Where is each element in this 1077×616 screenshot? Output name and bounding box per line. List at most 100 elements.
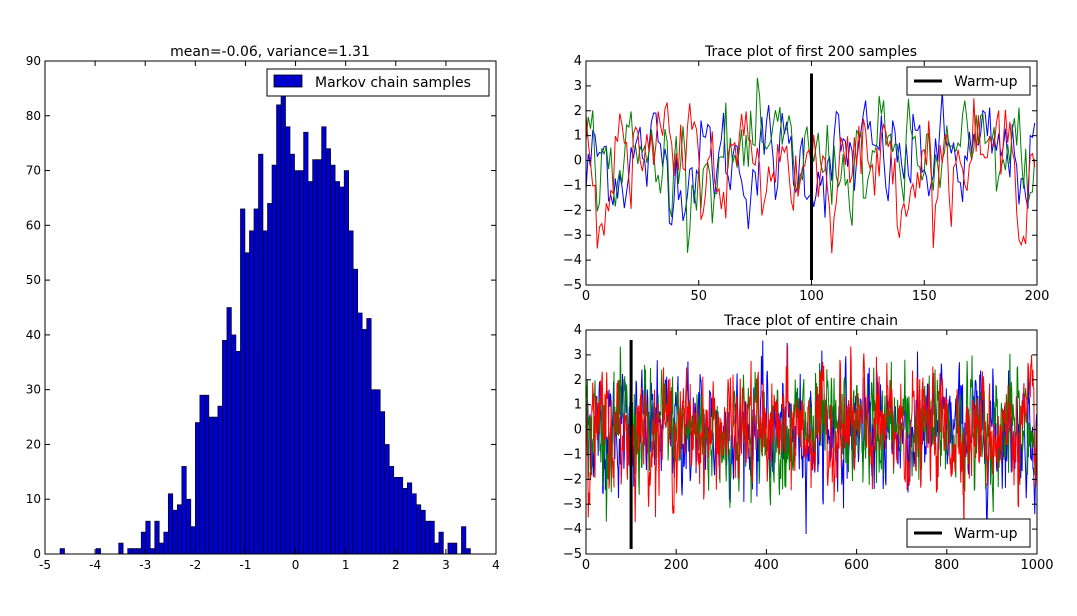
histogram-bar	[258, 153, 264, 555]
histogram-bar	[416, 504, 422, 555]
x-tick-label: -4	[89, 558, 101, 572]
y-tick-label: 1	[574, 129, 582, 144]
histogram-bar	[95, 548, 101, 555]
y-tick-label: 10	[26, 492, 41, 506]
histogram-bar	[163, 531, 169, 555]
histogram-title: mean=-0.06, variance=1.31	[170, 44, 370, 60]
histogram-bar	[118, 542, 124, 555]
trace-entire-chain-panel: Trace plot of entire chain 0 200 400 600 800…	[563, 313, 1054, 573]
histogram-bar	[343, 170, 349, 555]
histogram-panel: mean=-0.06, variance=1.31 -5 -4 -3 -2 -1 0 1 2 3…	[26, 44, 500, 572]
x-tick-label: 150	[912, 289, 937, 304]
x-tick-label: 600	[844, 558, 869, 573]
histogram-legend: Markov chain samples	[266, 68, 490, 97]
histogram-legend-swatch	[273, 74, 303, 88]
histogram-bar	[321, 126, 327, 555]
y-tick-label: 0	[33, 547, 41, 561]
histogram-bar	[158, 542, 165, 555]
histogram-bar	[59, 548, 65, 555]
x-tick-label: 0	[292, 558, 300, 572]
x-tick-label: 3	[442, 558, 450, 572]
histogram-bar	[217, 405, 223, 555]
y-tick-label: −4	[563, 253, 582, 268]
histogram-frame	[44, 60, 497, 555]
x-tick-label: 0	[582, 558, 590, 573]
x-tick-label: 50	[690, 289, 707, 304]
x-tick-label: -2	[189, 558, 201, 572]
y-tick-label: 30	[26, 383, 41, 397]
histogram-bar	[361, 329, 368, 555]
trace-first-200-frame	[585, 60, 1038, 286]
histogram-bar	[127, 548, 133, 555]
y-tick-label: −1	[563, 447, 582, 462]
histogram-bar	[366, 318, 372, 555]
histogram-bar	[204, 394, 210, 555]
x-tick-label: 400	[754, 558, 779, 573]
histogram-bar	[316, 159, 322, 555]
histogram-bar	[452, 542, 458, 555]
histogram-bar	[334, 181, 340, 555]
y-tick-label: −5	[563, 278, 582, 293]
y-tick-label: 2	[574, 104, 582, 119]
histogram-bar	[352, 268, 358, 555]
histogram-bar	[425, 520, 431, 555]
histogram-bar	[154, 520, 160, 555]
histogram-bar	[195, 422, 201, 555]
x-tick-label: -1	[239, 558, 251, 572]
y-tick-label: 70	[26, 164, 41, 178]
histogram-bar	[145, 520, 151, 555]
y-tick-label: 3	[574, 79, 582, 94]
x-tick-label: 200	[1025, 289, 1050, 304]
y-tick-label: −2	[563, 203, 582, 218]
histogram-bars	[59, 93, 471, 555]
histogram-bar	[379, 411, 386, 555]
histogram-bar	[235, 351, 241, 555]
histogram-bar	[438, 531, 444, 555]
trace-first-200-title: Trace plot of first 200 samples	[704, 44, 917, 60]
x-tick-label: 100	[799, 289, 824, 304]
histogram-bar	[393, 477, 399, 555]
y-tick-label: 60	[26, 218, 41, 232]
histogram-bar	[420, 509, 426, 555]
y-tick-label: 4	[574, 323, 582, 338]
histogram-bar	[131, 548, 138, 555]
histogram-bar	[303, 131, 309, 555]
histogram-bar	[407, 482, 413, 555]
histogram-bar	[271, 164, 277, 555]
trace-first-200-legend-label: Warm-up	[954, 74, 1018, 90]
histogram-bar	[411, 493, 417, 555]
histogram-bar	[267, 203, 273, 555]
y-tick-label: 90	[26, 54, 41, 68]
y-tick-label: 0	[574, 154, 582, 169]
histogram-bar	[176, 504, 183, 555]
histogram-bar	[262, 230, 268, 555]
histogram-bar	[199, 394, 205, 555]
histogram-bar	[357, 312, 363, 555]
histogram-bar	[186, 498, 192, 555]
histogram-bar	[249, 230, 255, 555]
histogram-bar	[465, 548, 471, 555]
histogram-bar	[231, 334, 237, 555]
x-tick-label: 2	[392, 558, 400, 572]
histogram-bar	[181, 466, 187, 555]
trace-entire-chain-series	[586, 340, 1037, 535]
y-tick-label: −1	[563, 178, 582, 193]
trace-first-200-panel: Trace plot of first 200 samples 0 50 100 15…	[563, 44, 1050, 304]
histogram-bar	[136, 548, 142, 555]
y-tick-label: −3	[563, 497, 582, 512]
y-tick-label: 80	[26, 109, 41, 123]
histogram-bar	[167, 493, 174, 555]
histogram-bar	[461, 526, 467, 555]
x-tick-label: 800	[934, 558, 959, 573]
histogram-bar	[240, 208, 246, 555]
y-tick-label: −3	[563, 228, 582, 243]
histogram-bar	[330, 164, 336, 555]
trace-entire-chain-frame	[585, 329, 1038, 555]
y-tick-label: 2	[574, 373, 582, 388]
histogram-bar	[370, 389, 377, 555]
trace-entire-chain-legend-label: Warm-up	[954, 526, 1018, 542]
y-tick-label: 40	[26, 328, 41, 342]
trace-entire-chain-title: Trace plot of entire chain	[723, 313, 898, 329]
histogram-legend-label: Markov chain samples	[315, 75, 471, 91]
histogram-legend-box	[266, 68, 490, 97]
